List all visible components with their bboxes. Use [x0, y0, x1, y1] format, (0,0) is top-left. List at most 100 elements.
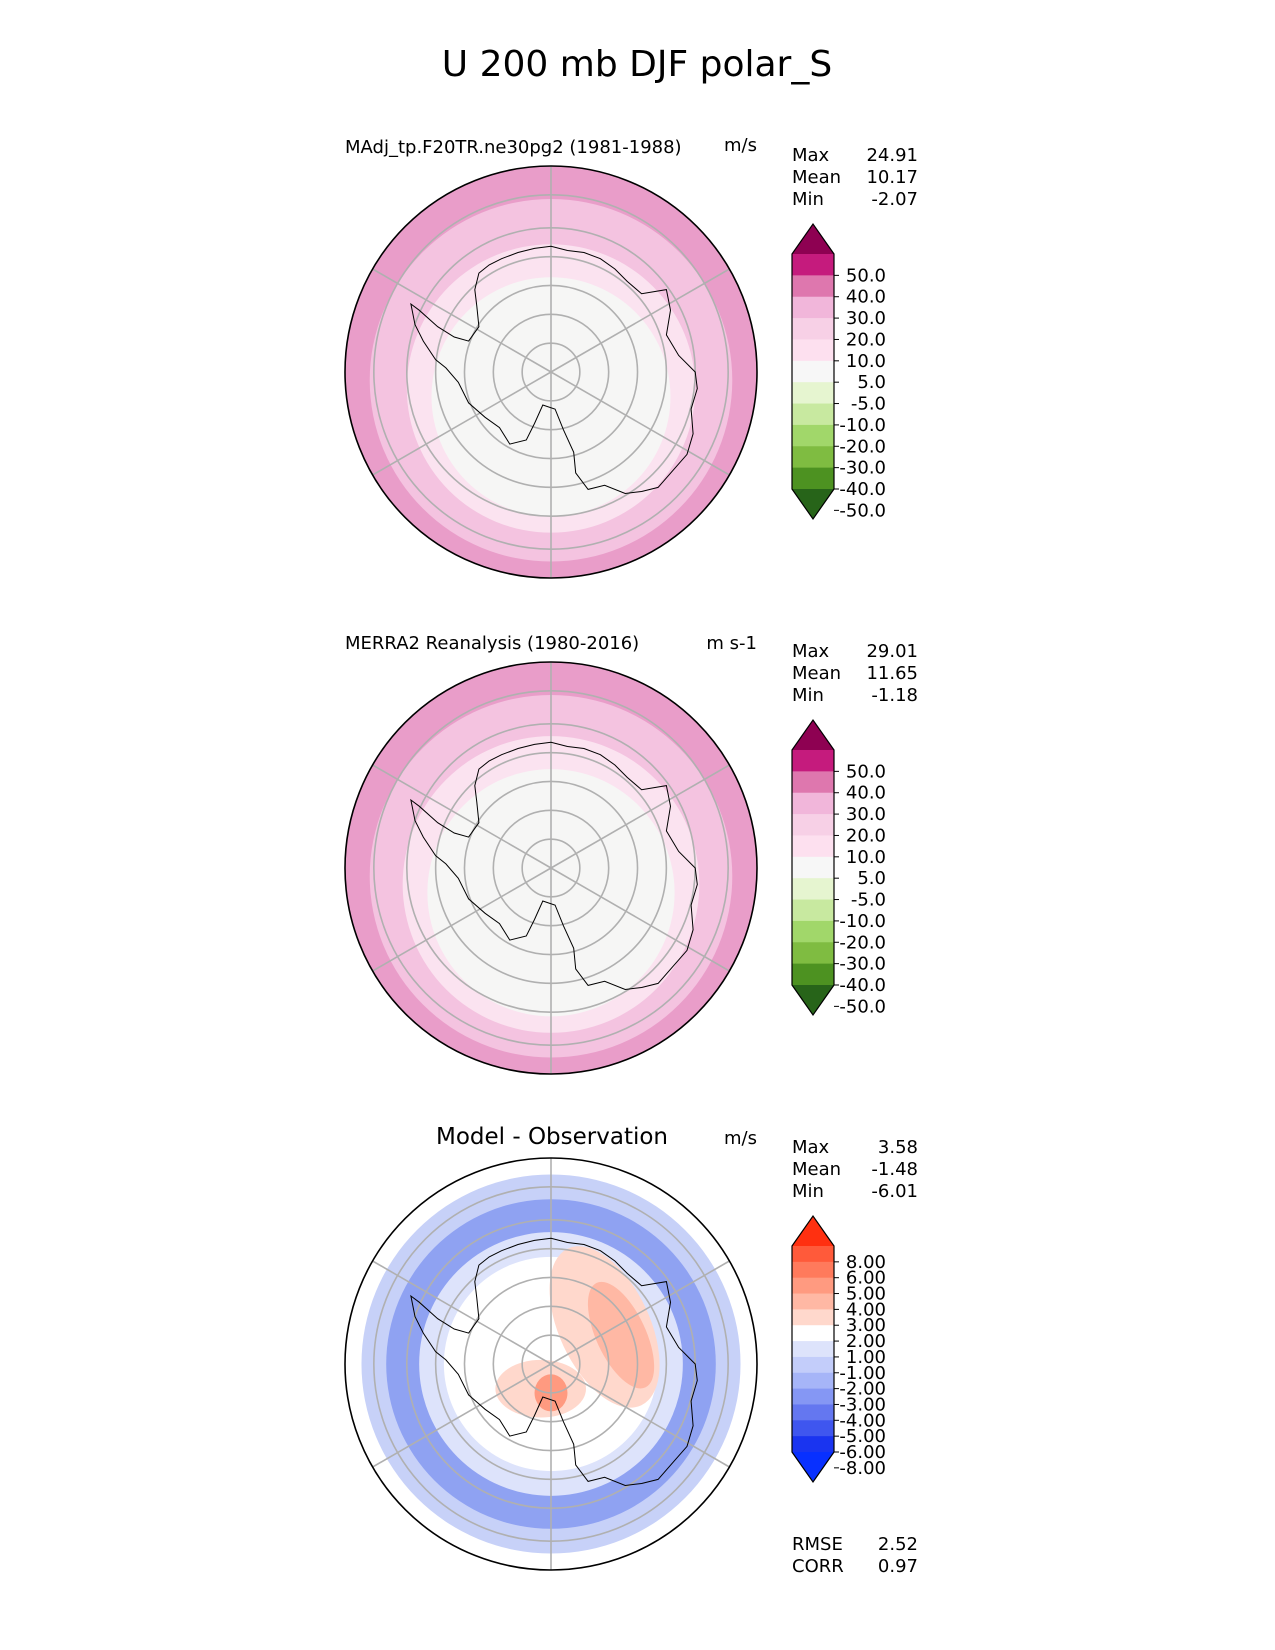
colorbar-segment	[792, 1246, 834, 1263]
colorbar-segment	[792, 296, 834, 319]
stat-min-label: Min	[792, 685, 824, 706]
colorbar-tick-label: 20.0	[846, 329, 886, 350]
colorbar-segment	[792, 1277, 834, 1295]
stat-min-label: Min	[792, 1181, 824, 1202]
colorbar-segment	[792, 856, 834, 879]
panel-difference: Model - Observation m/s Max 3.58 Mean -1…	[344, 1124, 918, 1577]
colorbar-extend-max	[792, 720, 834, 750]
panel-model: MAdj_tp.F20TR.ne30pg2 (1981-1988) m/s Ma…	[344, 135, 918, 579]
stat-min-label: Min	[792, 189, 824, 210]
colorbar-segment	[792, 942, 834, 965]
colorbar-tick-label: -5.0	[851, 394, 886, 415]
colorbar-segment	[792, 403, 834, 426]
metric-corr-value: 0.97	[878, 1556, 918, 1577]
stat-mean-value: 11.65	[866, 663, 918, 684]
colorbar-tick-label: 2.00	[846, 1331, 886, 1352]
colorbar-tick-label: 3.00	[846, 1315, 886, 1336]
colorbar-segment	[792, 1404, 834, 1421]
colorbar-tick-label: -30.0	[839, 954, 886, 975]
colorbar-segment	[792, 963, 834, 986]
graticule	[372, 662, 730, 1074]
colorbar-tick-label: 10.0	[846, 847, 886, 868]
metric-rmse-value: 2.52	[878, 1534, 918, 1555]
colorbar-tick-label: -50.0	[839, 996, 886, 1017]
polar-map	[344, 1157, 758, 1571]
meridian-line	[550, 268, 730, 373]
colorbar-extend-max	[792, 1216, 834, 1246]
colorbar-tick-label: -10.0	[839, 415, 886, 436]
metric-corr-label: CORR	[792, 1556, 844, 1577]
colorbar-segment	[792, 792, 834, 815]
stat-mean-label: Mean	[792, 167, 841, 188]
colorbar-segment	[792, 771, 834, 794]
colorbar-tick-label: -50.0	[839, 500, 886, 521]
metrics-block: RMSE 2.52 CORR 0.97	[792, 1534, 918, 1577]
stats-block: Max 3.58 Mean -1.48 Min -6.01	[792, 1137, 918, 1202]
metric-rmse-label: RMSE	[792, 1534, 843, 1555]
stat-mean-value: 10.17	[866, 167, 918, 188]
colorbar-segment	[792, 382, 834, 405]
meridian-line	[550, 764, 730, 869]
map-fill	[345, 662, 757, 1074]
stat-min-value: -1.18	[871, 685, 918, 706]
colorbar-tick-label: 5.0	[857, 372, 886, 393]
panel-units: m/s	[724, 1128, 757, 1149]
colorbar-tick-label: -1.00	[839, 1363, 886, 1384]
colorbar-tick-label: -5.00	[839, 1426, 886, 1447]
colorbar-segment	[792, 275, 834, 298]
colorbar-segment	[792, 254, 834, 276]
meridian-line	[550, 1260, 730, 1365]
stat-max-value: 24.91	[866, 145, 918, 166]
colorbar: 50.040.030.020.010.05.0-5.0-10.0-20.0-30…	[791, 718, 886, 1017]
colorbar-tick-label: 20.0	[846, 825, 886, 846]
colorbar-segment	[792, 446, 834, 469]
colorbar-segment	[792, 1356, 834, 1374]
meridian-line	[372, 371, 552, 476]
colorbar-tick-label: 50.0	[846, 265, 886, 286]
colorbar-tick-label: -2.00	[839, 1379, 886, 1400]
meridian-line	[372, 764, 552, 869]
colorbar-tick-label: -5.0	[851, 890, 886, 911]
polar-map	[344, 165, 758, 579]
colorbar-tick-label: -20.0	[839, 932, 886, 953]
panel-units: m s-1	[706, 633, 757, 654]
colorbar-tick-label: 5.00	[846, 1284, 886, 1305]
stat-max-value: 29.01	[866, 641, 918, 662]
panel-title: Model - Observation	[436, 1124, 668, 1150]
stat-max-label: Max	[792, 641, 830, 662]
meridian-line	[550, 1363, 730, 1468]
colorbar-tick-label: -10.0	[839, 911, 886, 932]
colorbar-extend-min	[792, 489, 834, 519]
colorbar-tick-label: 1.00	[846, 1347, 886, 1368]
stat-mean-label: Mean	[792, 663, 841, 684]
colorbar-extend-min	[792, 1452, 834, 1482]
meridian-line	[372, 1260, 552, 1365]
colorbar-tick-label: -6.00	[839, 1442, 886, 1463]
meridian-line	[550, 371, 730, 476]
colorbar-segment	[792, 1261, 834, 1279]
stat-min-value: -2.07	[871, 189, 918, 210]
map-fill	[345, 1158, 757, 1570]
map-boundary	[344, 661, 758, 1075]
colorbar-tick-label: -4.00	[839, 1410, 886, 1431]
stat-max-value: 3.58	[878, 1137, 918, 1158]
colorbar-segment	[792, 920, 834, 943]
panel-reanalysis: MERRA2 Reanalysis (1980-2016) m s-1 Max …	[344, 633, 918, 1075]
colorbar-segment	[792, 467, 834, 490]
map-fill	[345, 166, 757, 578]
colorbar-extend-max	[792, 224, 834, 254]
colorbar-tick-label: -3.00	[839, 1394, 886, 1415]
stats-block: Max 29.01 Mean 11.65 Min -1.18	[792, 641, 918, 706]
colorbar-tick-label: -8.00	[839, 1458, 886, 1479]
colorbar-segment	[792, 814, 834, 836]
colorbar-tick-label: -30.0	[839, 458, 886, 479]
map-boundary	[344, 1157, 758, 1571]
colorbar-tick-label: 40.0	[846, 783, 886, 804]
colorbar-tick-label: 50.0	[846, 761, 886, 782]
panel-title: MERRA2 Reanalysis (1980-2016)	[345, 633, 639, 654]
colorbar-tick-label: 4.00	[846, 1299, 886, 1320]
colorbar-tick-label: 5.0	[857, 868, 886, 889]
colorbar-tick-label: -20.0	[839, 436, 886, 457]
stat-max-label: Max	[792, 1137, 830, 1158]
colorbar: 8.006.005.004.003.002.001.00-1.00-2.00-3…	[791, 1214, 886, 1484]
